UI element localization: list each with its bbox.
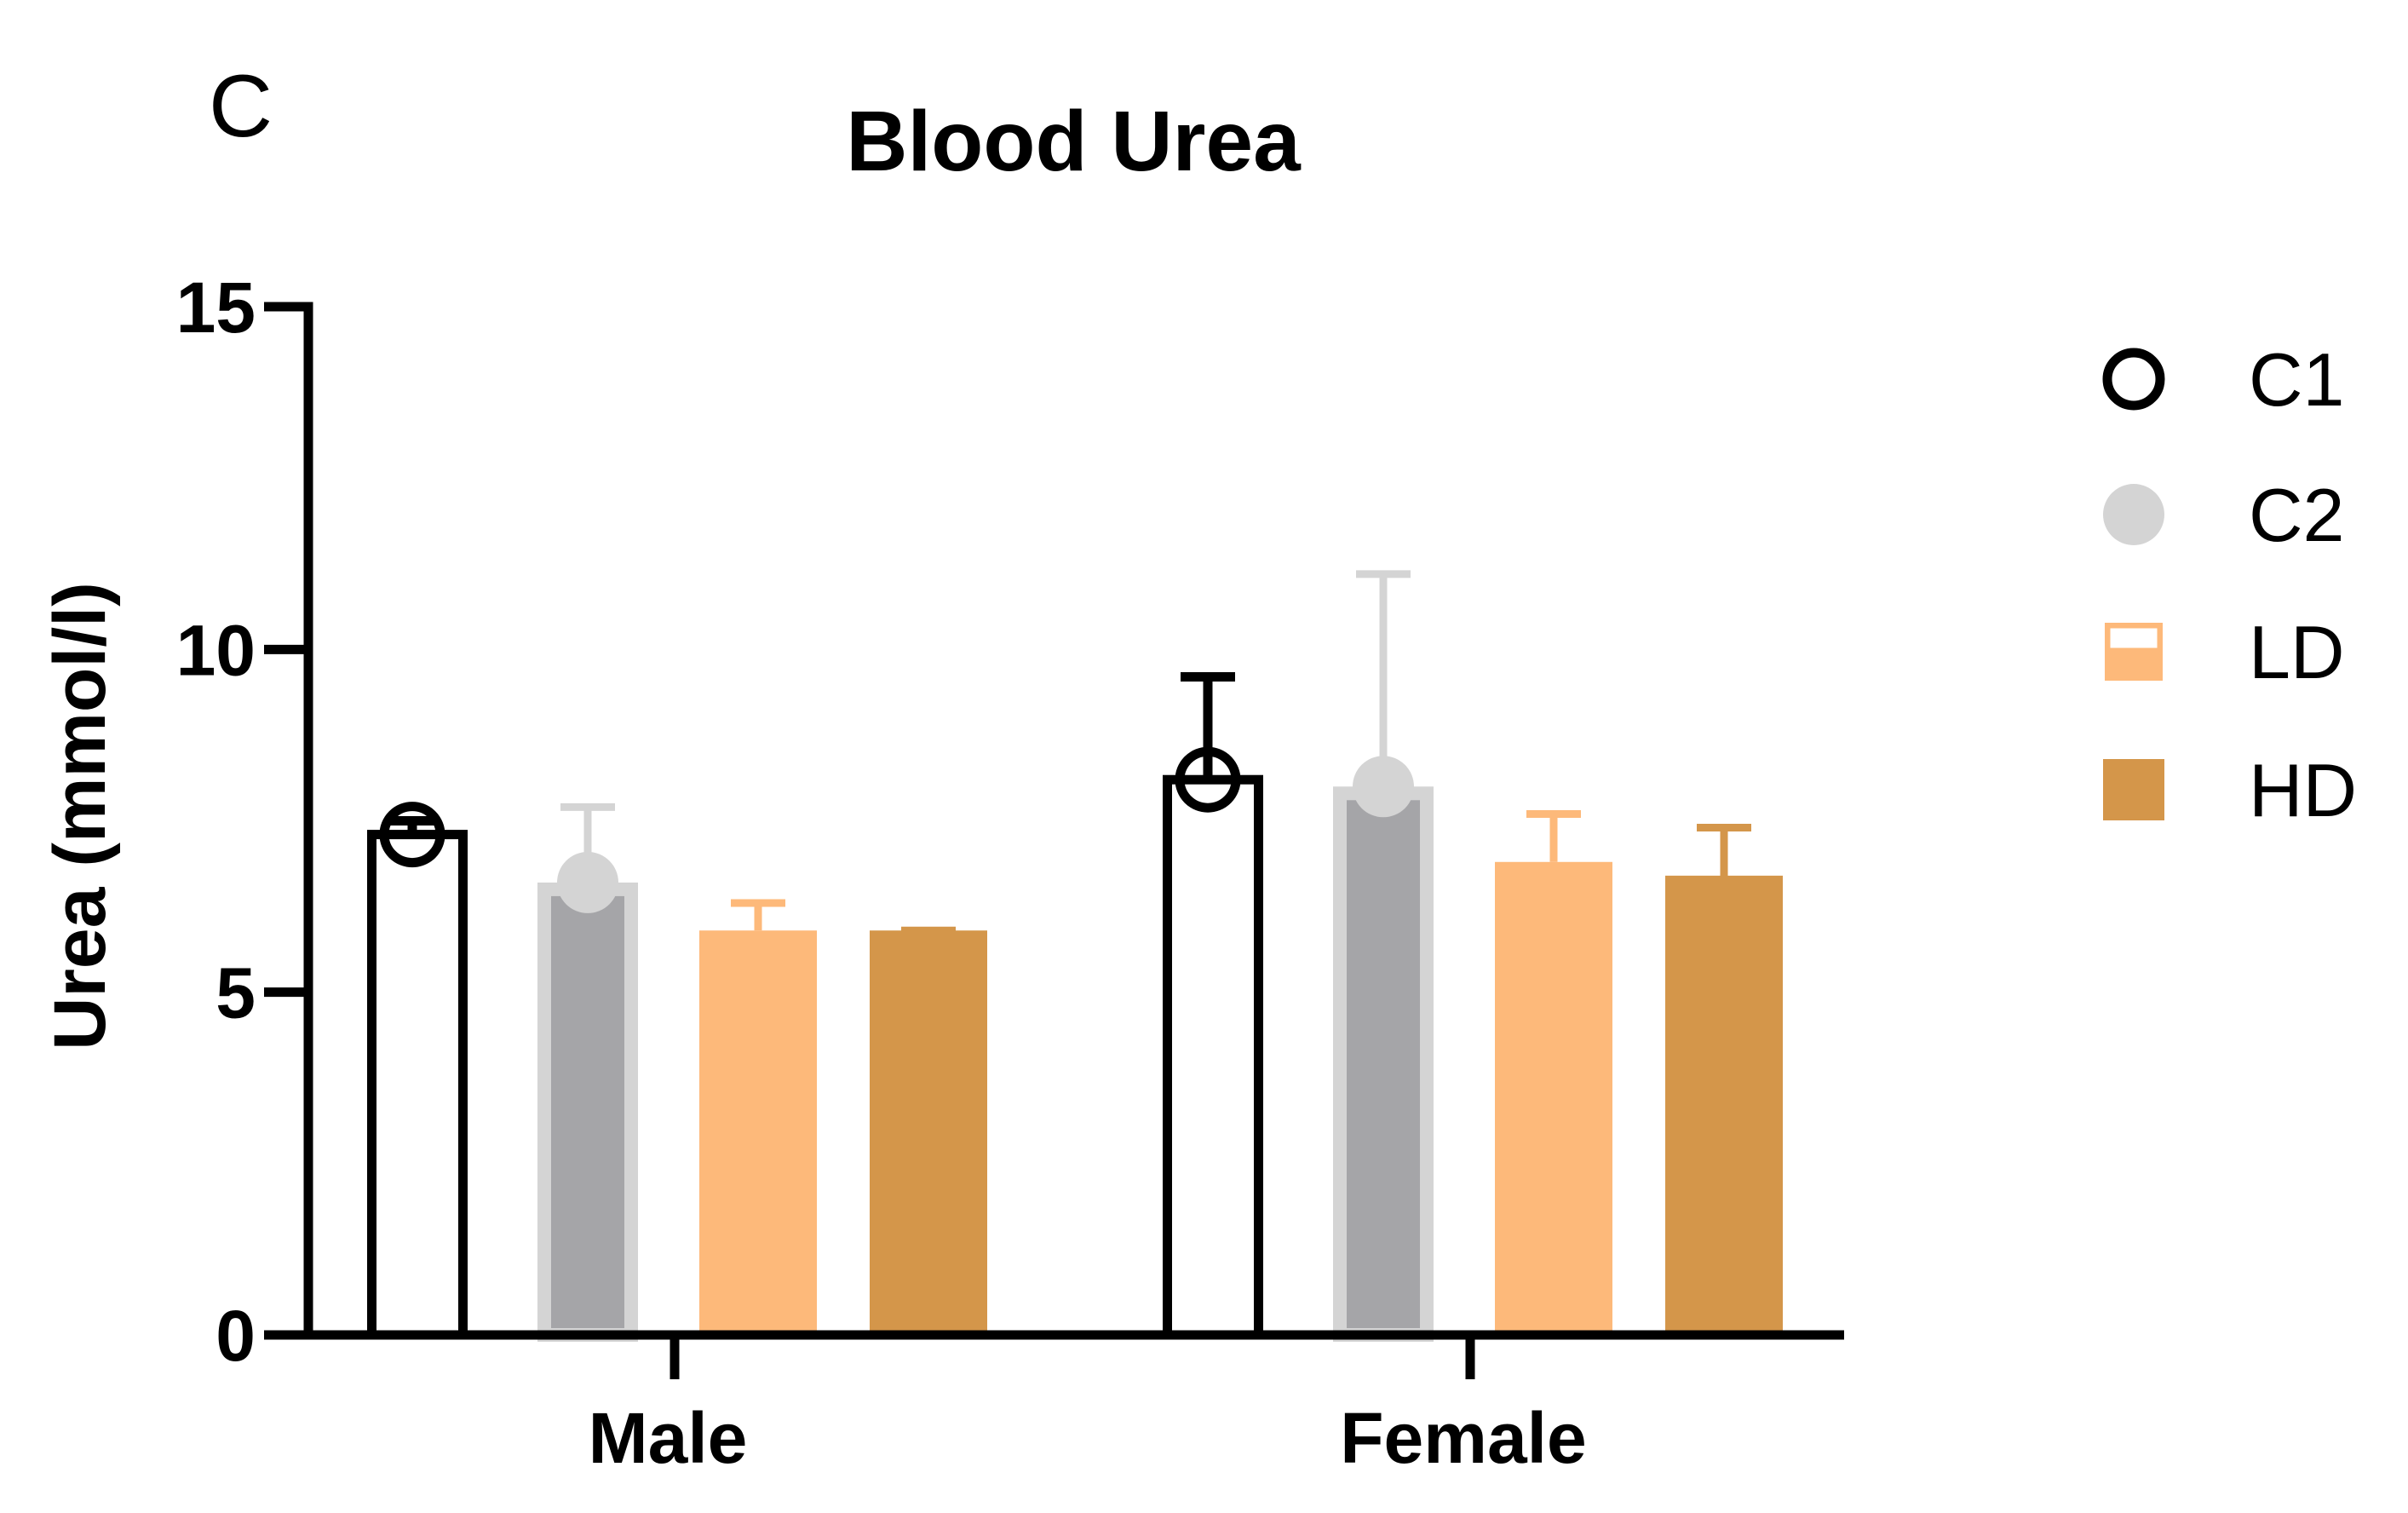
chart-title: Blood Urea — [846, 94, 1302, 189]
bar — [870, 930, 987, 1335]
panel-label: C — [209, 57, 273, 156]
y-tick-label: 10 — [176, 610, 256, 690]
bar — [367, 830, 468, 1340]
plot-area: 0 5 10 15 Male Female — [176, 268, 1844, 1478]
y-tick-label: 5 — [216, 953, 256, 1033]
bar — [537, 882, 638, 1343]
y-tick-label: 0 — [216, 1296, 256, 1376]
legend-label: LD — [2249, 610, 2345, 694]
legend-marker — [2102, 348, 2165, 411]
legend-marker-inner — [2106, 624, 2162, 653]
x-tick-label: Female — [1340, 1398, 1587, 1478]
mean-marker — [1353, 756, 1414, 818]
legend-label: C1 — [2249, 337, 2345, 422]
legend: C1 C2 LD HD — [2102, 337, 2357, 832]
mean-marker — [1175, 746, 1241, 813]
mean-marker — [379, 802, 445, 868]
bar — [1163, 774, 1263, 1340]
mean-marker — [557, 851, 618, 913]
bar — [699, 930, 817, 1335]
bar — [1665, 875, 1783, 1335]
y-tick-label: 15 — [176, 268, 256, 348]
legend-marker — [2103, 759, 2164, 820]
legend-label: C2 — [2249, 473, 2345, 557]
legend-label: HD — [2249, 748, 2357, 832]
bar — [1333, 786, 1434, 1342]
legend-marker — [2103, 484, 2164, 545]
y-axis-label: Urea (mmol/l) — [39, 582, 121, 1050]
x-tick-label: Male — [589, 1398, 748, 1478]
bar — [1495, 861, 1612, 1335]
